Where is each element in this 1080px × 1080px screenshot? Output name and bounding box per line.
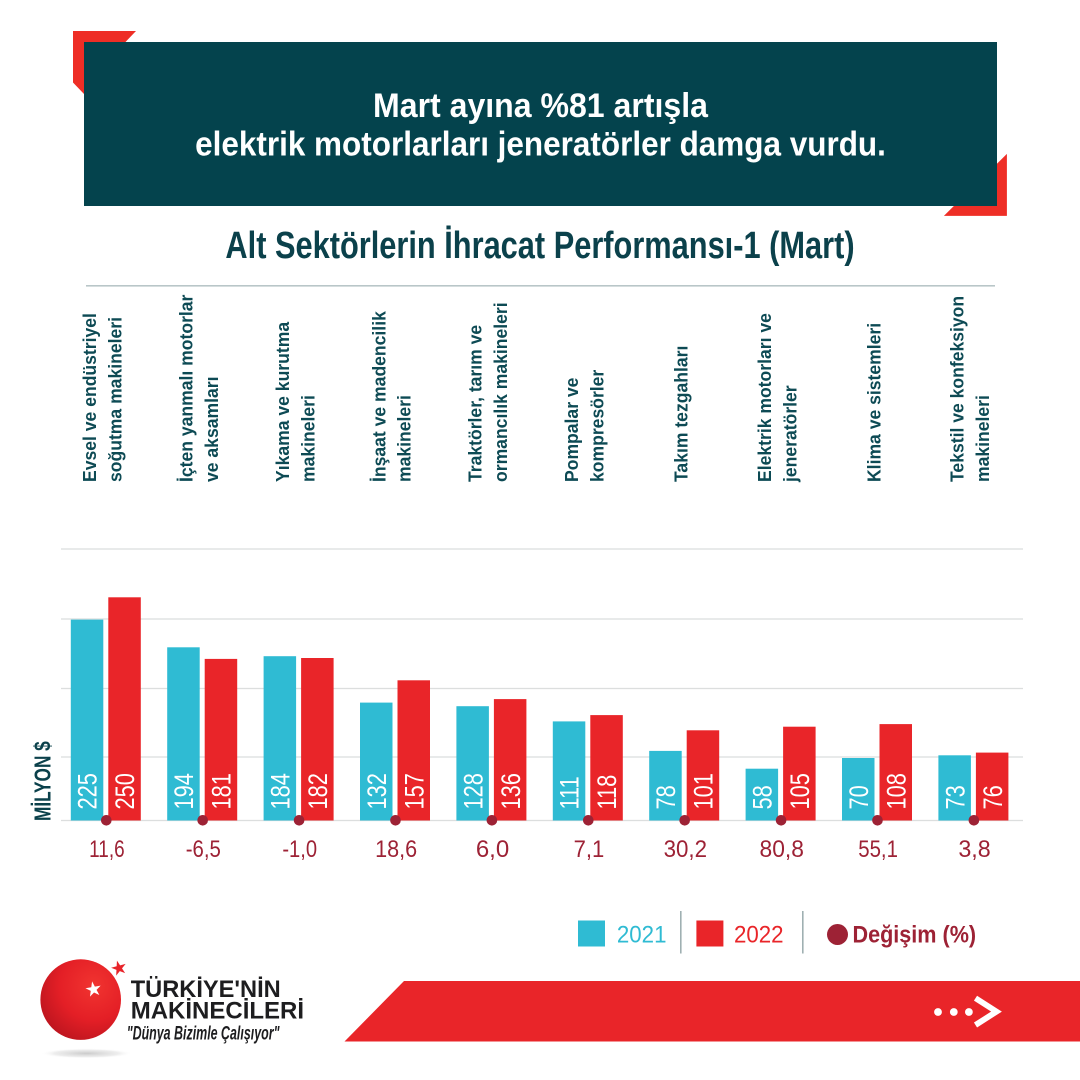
svg-text:30,2: 30,2 <box>664 835 707 862</box>
svg-text:250: 250 <box>111 773 141 809</box>
svg-text:76: 76 <box>979 785 1009 809</box>
svg-text:makineleri: makineleri <box>973 395 994 482</box>
svg-text:136: 136 <box>497 773 527 809</box>
svg-text:İçten yanmalı motorlar: İçten yanmalı motorlar <box>176 295 197 482</box>
svg-text:İnşaat ve madencilik: İnşaat ve madencilik <box>369 310 390 482</box>
svg-text:Değişim (%): Değişim (%) <box>853 920 977 947</box>
svg-text:2021: 2021 <box>617 921 667 948</box>
svg-text:55,1: 55,1 <box>858 835 898 862</box>
svg-text:Elektrik motorları ve: Elektrik motorları ve <box>754 313 775 482</box>
svg-text:TÜRKİYE'NİN: TÜRKİYE'NİN <box>131 976 281 1003</box>
svg-text:Traktörler, tarım ve: Traktörler, tarım ve <box>465 325 486 482</box>
svg-text:-1,0: -1,0 <box>282 835 317 862</box>
svg-text:111: 111 <box>556 776 586 809</box>
svg-text:128: 128 <box>459 773 489 809</box>
svg-text:118: 118 <box>593 775 623 810</box>
svg-text:ormancılık makineleri: ormancılık makineleri <box>491 302 512 482</box>
svg-text:80,8: 80,8 <box>760 835 804 862</box>
svg-text:157: 157 <box>400 773 430 809</box>
svg-text:3,8: 3,8 <box>958 837 990 863</box>
svg-text:105: 105 <box>786 773 816 809</box>
svg-text:Pompalar ve: Pompalar ve <box>562 378 583 482</box>
svg-text:Mart ayına %81 artışla: Mart ayına %81 artışla <box>373 87 709 125</box>
svg-text:73: 73 <box>941 785 971 809</box>
svg-text:MİLYON $: MİLYON $ <box>30 741 56 821</box>
svg-text:Yıkama ve kurutma: Yıkama ve kurutma <box>272 321 293 482</box>
svg-text:makineleri: makineleri <box>394 395 415 482</box>
svg-text:jeneratörler: jeneratörler <box>780 385 801 483</box>
svg-text:Klima ve sistemleri: Klima ve sistemleri <box>864 323 885 482</box>
svg-text:132: 132 <box>363 773 393 809</box>
svg-text:6,0: 6,0 <box>476 836 509 863</box>
svg-text:194: 194 <box>170 773 200 809</box>
svg-text:101: 101 <box>690 773 720 809</box>
svg-text:"Dünya Bizimle Çalışıyor": "Dünya Bizimle Çalışıyor" <box>127 1023 280 1044</box>
svg-text:11,6: 11,6 <box>89 835 124 863</box>
svg-text:soğutma makineleri: soğutma makineleri <box>105 317 126 482</box>
svg-text:Tekstil ve konfeksiyon: Tekstil ve konfeksiyon <box>947 296 968 482</box>
svg-text:182: 182 <box>304 773 334 809</box>
svg-text:2022: 2022 <box>734 921 784 948</box>
svg-text:58: 58 <box>748 785 778 809</box>
svg-text:kompresörler: kompresörler <box>587 370 608 482</box>
svg-text:18,6: 18,6 <box>375 835 417 862</box>
svg-text:108: 108 <box>882 773 912 809</box>
svg-text:Alt Sektörlerin İhracat Perfor: Alt Sektörlerin İhracat Performansı-1 (M… <box>225 225 854 267</box>
svg-text:-6,5: -6,5 <box>186 835 221 862</box>
svg-text:Evsel ve endüstriyel: Evsel ve endüstriyel <box>80 313 101 482</box>
svg-text:225: 225 <box>74 773 104 809</box>
svg-text:MAKİNECİLERİ: MAKİNECİLERİ <box>131 997 304 1024</box>
svg-text:makineleri: makineleri <box>298 395 319 482</box>
svg-text:ve aksamları: ve aksamları <box>201 377 222 482</box>
svg-text:Takım tezgahları: Takım tezgahları <box>671 346 692 482</box>
svg-text:7,1: 7,1 <box>574 835 605 862</box>
svg-text:elektrik motorlarları jeneratö: elektrik motorlarları jeneratörler damga… <box>195 125 886 163</box>
svg-text:184: 184 <box>266 773 296 809</box>
svg-text:78: 78 <box>652 785 682 809</box>
svg-text:70: 70 <box>845 785 875 809</box>
svg-text:181: 181 <box>208 773 238 809</box>
